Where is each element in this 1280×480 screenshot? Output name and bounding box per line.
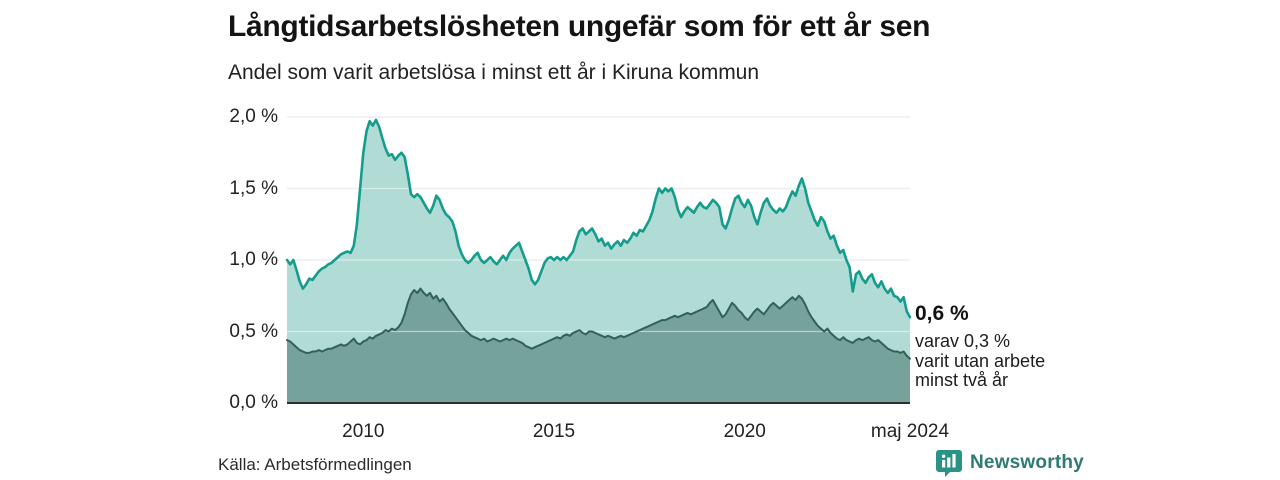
x-axis-label-2015: 2015 (532, 421, 576, 442)
x-axis-label-2020: 2020 (723, 421, 766, 442)
y-axis-label-1: 1,0 % (229, 249, 278, 270)
newsworthy-bar-chart-icon (936, 450, 962, 477)
y-axis-label-2: 2,0 % (229, 106, 278, 127)
newsworthy-logo: Newsworthy (936, 449, 1084, 477)
icon-bar-tall (952, 454, 956, 468)
series-1-line (285, 118, 912, 319)
icon-bar-medium (947, 457, 951, 468)
icon-dot (941, 454, 946, 458)
gridlines-over (287, 116, 910, 333)
annotation-note: varav 0,3 % varit utan arbete minst två … (915, 331, 1046, 391)
icon-bar-short (942, 460, 946, 468)
newsworthy-wordmark: Newsworthy (970, 452, 1084, 473)
annotation-end-value: 0,6 % (915, 302, 969, 326)
y-axis-label-0: 0,0 % (229, 392, 278, 413)
y-axis-label-0.5: 0,5 % (229, 320, 278, 342)
series-2-area-fill (287, 288, 910, 403)
page-subtitle: Andel som varit arbetslösa i minst ett å… (228, 61, 760, 84)
y-axis-label-1.5: 1,5 % (229, 177, 278, 199)
source-text: Källa: Arbetsförmedlingen (218, 455, 412, 474)
x-axis-label-maj-2024: maj 2024 (870, 421, 950, 442)
page-title: Långtidsarbetslösheten ungefär som för e… (228, 10, 931, 43)
x-axis-label-2010: 2010 (342, 421, 385, 442)
series-2-line (286, 287, 911, 360)
